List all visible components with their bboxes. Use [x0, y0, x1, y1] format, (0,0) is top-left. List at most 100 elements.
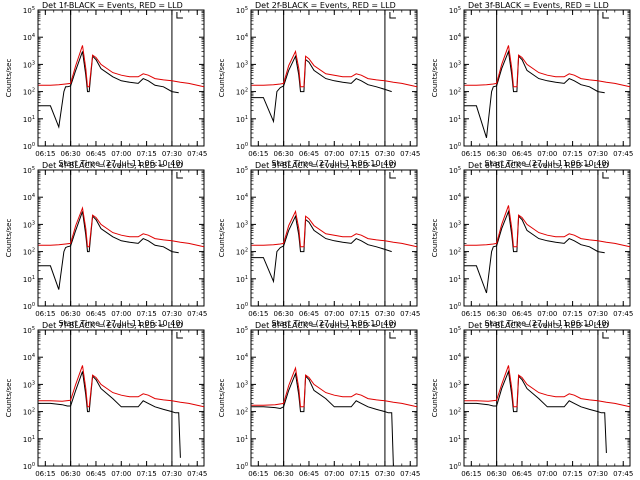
plot-title: Det 5f-BLACK = Events, RED = LLD — [255, 161, 396, 170]
y-tick-label: 105 — [23, 6, 35, 15]
y-tick-base: 10 — [449, 7, 458, 15]
detector-plot-6: Det 6f-BLACK = Events, RED = LLD10010110… — [431, 161, 633, 328]
x-tick-label: 07:30 — [588, 150, 608, 158]
interval-marker — [389, 12, 396, 19]
detector-plot-3: Det 3f-BLACK = Events, RED = LLD10010110… — [431, 1, 633, 168]
y-tick-exp: 1 — [458, 435, 461, 441]
y-tick-exp: 1 — [458, 275, 461, 281]
y-tick-label: 104 — [23, 193, 35, 202]
y-tick-label: 102 — [236, 408, 248, 417]
x-tick-label: 07:30 — [162, 470, 182, 478]
y-tick-exp: 4 — [458, 33, 461, 39]
y-tick-base: 10 — [236, 61, 245, 69]
interval-marker — [176, 172, 183, 179]
y-tick-label: 105 — [236, 6, 248, 15]
plot-frame — [37, 169, 205, 307]
events-series-line — [251, 54, 392, 124]
y-tick-exp: 2 — [32, 88, 35, 94]
x-tick-label: 07:00 — [324, 470, 344, 478]
y-tick-base: 10 — [449, 194, 458, 202]
y-axis-label: Counts/sec — [431, 219, 439, 258]
y-tick-exp: 1 — [32, 115, 35, 121]
y-tick-label: 100 — [449, 462, 461, 471]
x-tick-label: 07:45 — [613, 150, 633, 158]
y-tick-exp: 2 — [245, 88, 248, 94]
x-tick-label: 07:45 — [187, 150, 207, 158]
y-axis-label: Counts/sec — [5, 59, 13, 98]
x-tick-label: 07:30 — [375, 150, 395, 158]
x-tick-label: 06:45 — [512, 150, 532, 158]
lld-series-line — [38, 206, 205, 248]
x-tick-label: 06:45 — [86, 310, 106, 318]
lld-series-line — [251, 209, 418, 248]
x-tick-label: 06:15 — [461, 470, 481, 478]
y-tick-exp: 2 — [458, 88, 461, 94]
detector-plot-4: Det 4f-BLACK = Events, RED = LLD10010110… — [5, 161, 207, 328]
x-axis-label: Start Time (27-Jul-11 06:10:40) — [58, 159, 183, 168]
y-tick-exp: 1 — [245, 435, 248, 441]
y-tick-exp: 4 — [32, 193, 35, 199]
y-tick-base: 10 — [449, 463, 458, 471]
x-tick-label: 06:45 — [512, 470, 532, 478]
y-tick-base: 10 — [236, 303, 245, 311]
y-tick-exp: 4 — [32, 33, 35, 39]
x-tick-label: 07:45 — [400, 470, 420, 478]
y-tick-base: 10 — [236, 221, 245, 229]
detector-plot-8: Det 8f-BLACK = Events, RED = LLD10010110… — [218, 321, 420, 480]
y-tick-exp: 3 — [458, 60, 461, 66]
y-tick-exp: 3 — [245, 60, 248, 66]
y-tick-label: 103 — [449, 220, 461, 229]
plot-frame — [37, 9, 205, 147]
x-tick-label: 06:15 — [248, 470, 268, 478]
y-tick-label: 100 — [236, 142, 248, 151]
y-tick-label: 102 — [449, 88, 461, 97]
y-tick-base: 10 — [449, 34, 458, 42]
y-tick-base: 10 — [23, 167, 32, 175]
detector-plot-7: Det 7f-BLACK = Events, RED = LLD10010110… — [5, 321, 207, 480]
lld-series-line — [251, 366, 418, 408]
y-tick-base: 10 — [23, 436, 32, 444]
y-tick-label: 103 — [236, 60, 248, 69]
y-tick-label: 100 — [236, 462, 248, 471]
y-tick-label: 100 — [449, 302, 461, 311]
plot-frame — [37, 329, 205, 467]
interval-marker — [176, 12, 183, 19]
y-axis-label: Counts/sec — [218, 379, 226, 418]
y-tick-exp: 5 — [245, 6, 248, 12]
x-tick-label: 06:30 — [274, 150, 294, 158]
y-tick-label: 101 — [236, 435, 248, 444]
x-tick-label: 07:30 — [375, 310, 395, 318]
y-tick-exp: 2 — [245, 248, 248, 254]
y-tick-exp: 0 — [458, 142, 461, 148]
y-tick-base: 10 — [236, 354, 245, 362]
y-tick-base: 10 — [449, 61, 458, 69]
y-tick-exp: 3 — [32, 60, 35, 66]
x-tick-label: 07:30 — [588, 470, 608, 478]
plot-frame — [250, 169, 418, 307]
events-series-line — [464, 49, 605, 138]
y-tick-label: 102 — [236, 88, 248, 97]
plot-title: Det 3f-BLACK = Events, RED = LLD — [468, 1, 609, 10]
y-tick-exp: 3 — [458, 220, 461, 226]
y-tick-label: 100 — [449, 142, 461, 151]
x-tick-label: 07:00 — [111, 470, 131, 478]
y-tick-exp: 0 — [32, 142, 35, 148]
y-tick-base: 10 — [449, 249, 458, 257]
y-tick-exp: 2 — [32, 248, 35, 254]
lld-series-line — [38, 365, 205, 408]
y-tick-exp: 1 — [32, 435, 35, 441]
plot-title: Det 6f-BLACK = Events, RED = LLD — [468, 161, 609, 170]
x-tick-label: 06:45 — [512, 310, 532, 318]
y-tick-label: 103 — [236, 220, 248, 229]
y-tick-base: 10 — [449, 89, 458, 97]
events-series-line — [251, 214, 392, 284]
y-tick-label: 104 — [23, 353, 35, 362]
events-series-line — [464, 209, 605, 294]
x-tick-label: 07:30 — [162, 150, 182, 158]
y-tick-exp: 5 — [245, 166, 248, 172]
y-tick-exp: 2 — [458, 408, 461, 414]
x-tick-label: 07:15 — [350, 470, 370, 478]
x-tick-label: 06:30 — [487, 150, 507, 158]
events-series-line — [38, 211, 179, 290]
y-tick-exp: 0 — [458, 302, 461, 308]
